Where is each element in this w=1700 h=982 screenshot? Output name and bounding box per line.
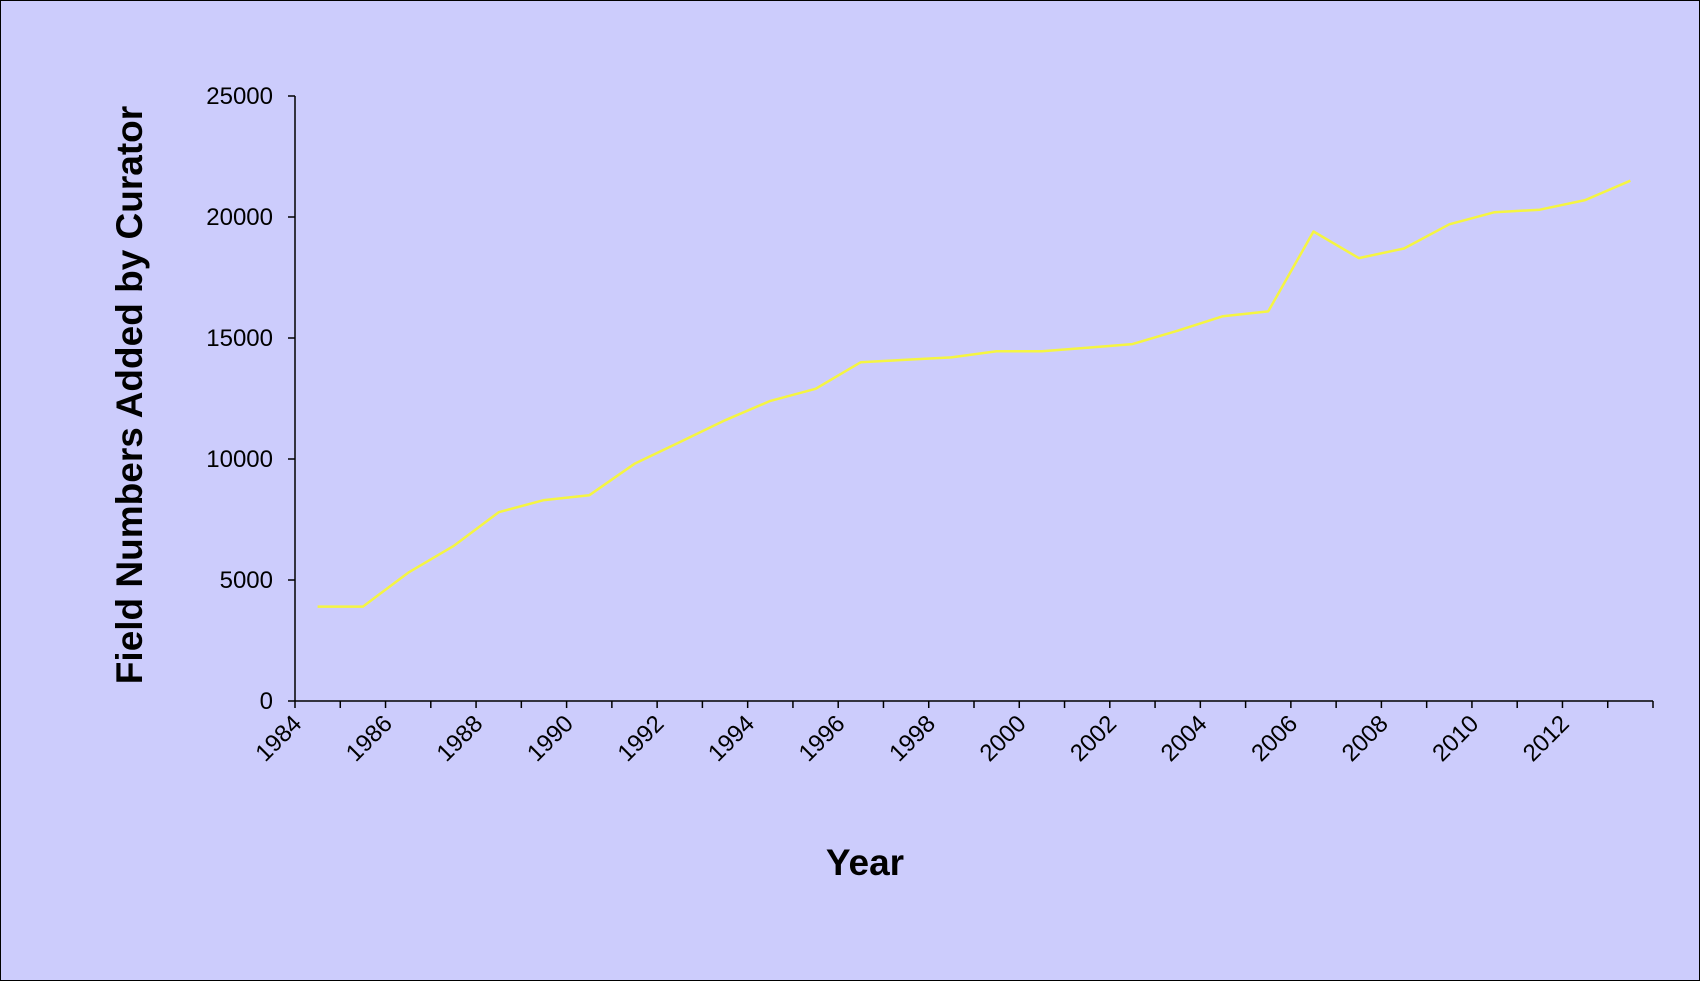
series-group [317,179,1631,608]
x-axis-title: Year [826,842,904,883]
x-tick-label: 2008 [1337,710,1394,767]
x-tick-label: 1998 [884,710,941,767]
x-axis-ticks: 1984 1986 1988 1990 1992 1994 1996 1998 2000 2002… [250,701,1654,767]
x-tick-label: 1996 [794,710,851,767]
y-tick-label: 10000 [206,446,273,473]
y-tick-label: 15000 [206,325,273,352]
x-tick-label: 2010 [1427,710,1484,767]
y-tick-label: 20000 [206,204,273,231]
x-tick-label: 1994 [703,710,760,767]
y-tick-label: 25000 [206,83,273,110]
x-tick-label: 1992 [613,710,670,767]
x-tick-label: 2000 [975,710,1032,767]
x-tick-label: 1990 [522,710,579,767]
x-tick-label: 2006 [1246,710,1303,767]
x-tick-label: 2002 [1065,710,1122,767]
y-axis-ticks: 0 5000 10000 15000 20000 25000 [206,83,295,715]
series-line [317,179,1631,608]
x-tick-label: 2004 [1156,710,1213,767]
y-axis-title: Field Numbers Added by Curator [109,106,150,684]
x-tick-label: 2012 [1518,710,1575,767]
x-tick-label: 1984 [250,710,307,767]
y-tick-label: 0 [260,688,273,715]
x-tick-label: 1988 [431,710,488,767]
y-tick-label: 5000 [220,567,273,594]
x-tick-label: 1986 [341,710,398,767]
